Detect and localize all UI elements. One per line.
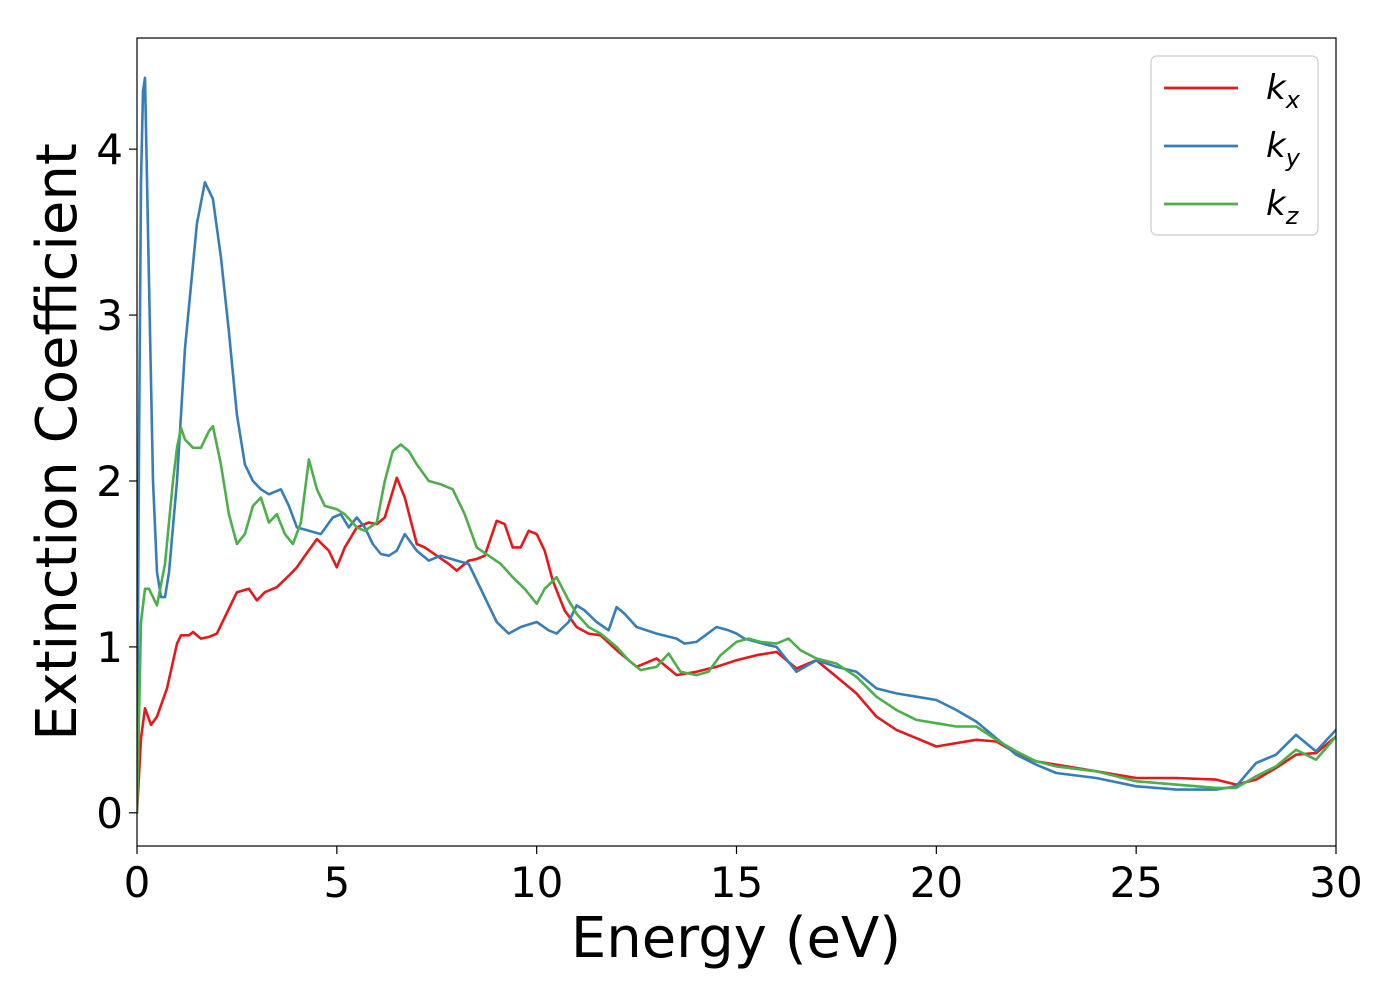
x-tick-label: 0	[124, 858, 151, 907]
series-line-y	[137, 76, 1336, 811]
legend-label-subscript: x	[1285, 86, 1301, 114]
series-line-z	[137, 424, 1336, 815]
y-tick-label: 0	[96, 789, 123, 838]
series-layer	[137, 76, 1336, 815]
legend-label-base: k	[1266, 68, 1287, 108]
legend-label-subscript: z	[1285, 202, 1300, 230]
y-tick-label: 2	[96, 457, 123, 506]
x-tick-label: 5	[323, 858, 350, 907]
x-tick-label: 10	[510, 858, 563, 907]
y-tick-label: 4	[96, 125, 123, 174]
legend-label-base: k	[1266, 184, 1287, 224]
x-tick-label: 15	[710, 858, 763, 907]
x-axis-title: Energy (eV)	[571, 906, 901, 971]
legend-label-z: kz	[1266, 184, 1300, 230]
x-tick-label: 30	[1309, 858, 1362, 907]
series-line-x	[137, 476, 1336, 815]
legend-label-y: ky	[1266, 126, 1301, 172]
x-tick-label: 20	[910, 858, 963, 907]
y-tick-label: 1	[96, 623, 123, 672]
y-tick-label: 3	[96, 291, 123, 340]
y-axis-title: Extinction Coefficient	[25, 143, 90, 741]
x-tick-label: 25	[1109, 858, 1162, 907]
x-axis: 0 5 10 15 20 25 30	[124, 846, 1363, 907]
y-axis: 0 1 2 3 4	[96, 125, 137, 838]
legend-label-base: k	[1266, 126, 1287, 166]
legend-label-subscript: y	[1285, 144, 1301, 172]
legend-label-x: kx	[1266, 68, 1301, 114]
